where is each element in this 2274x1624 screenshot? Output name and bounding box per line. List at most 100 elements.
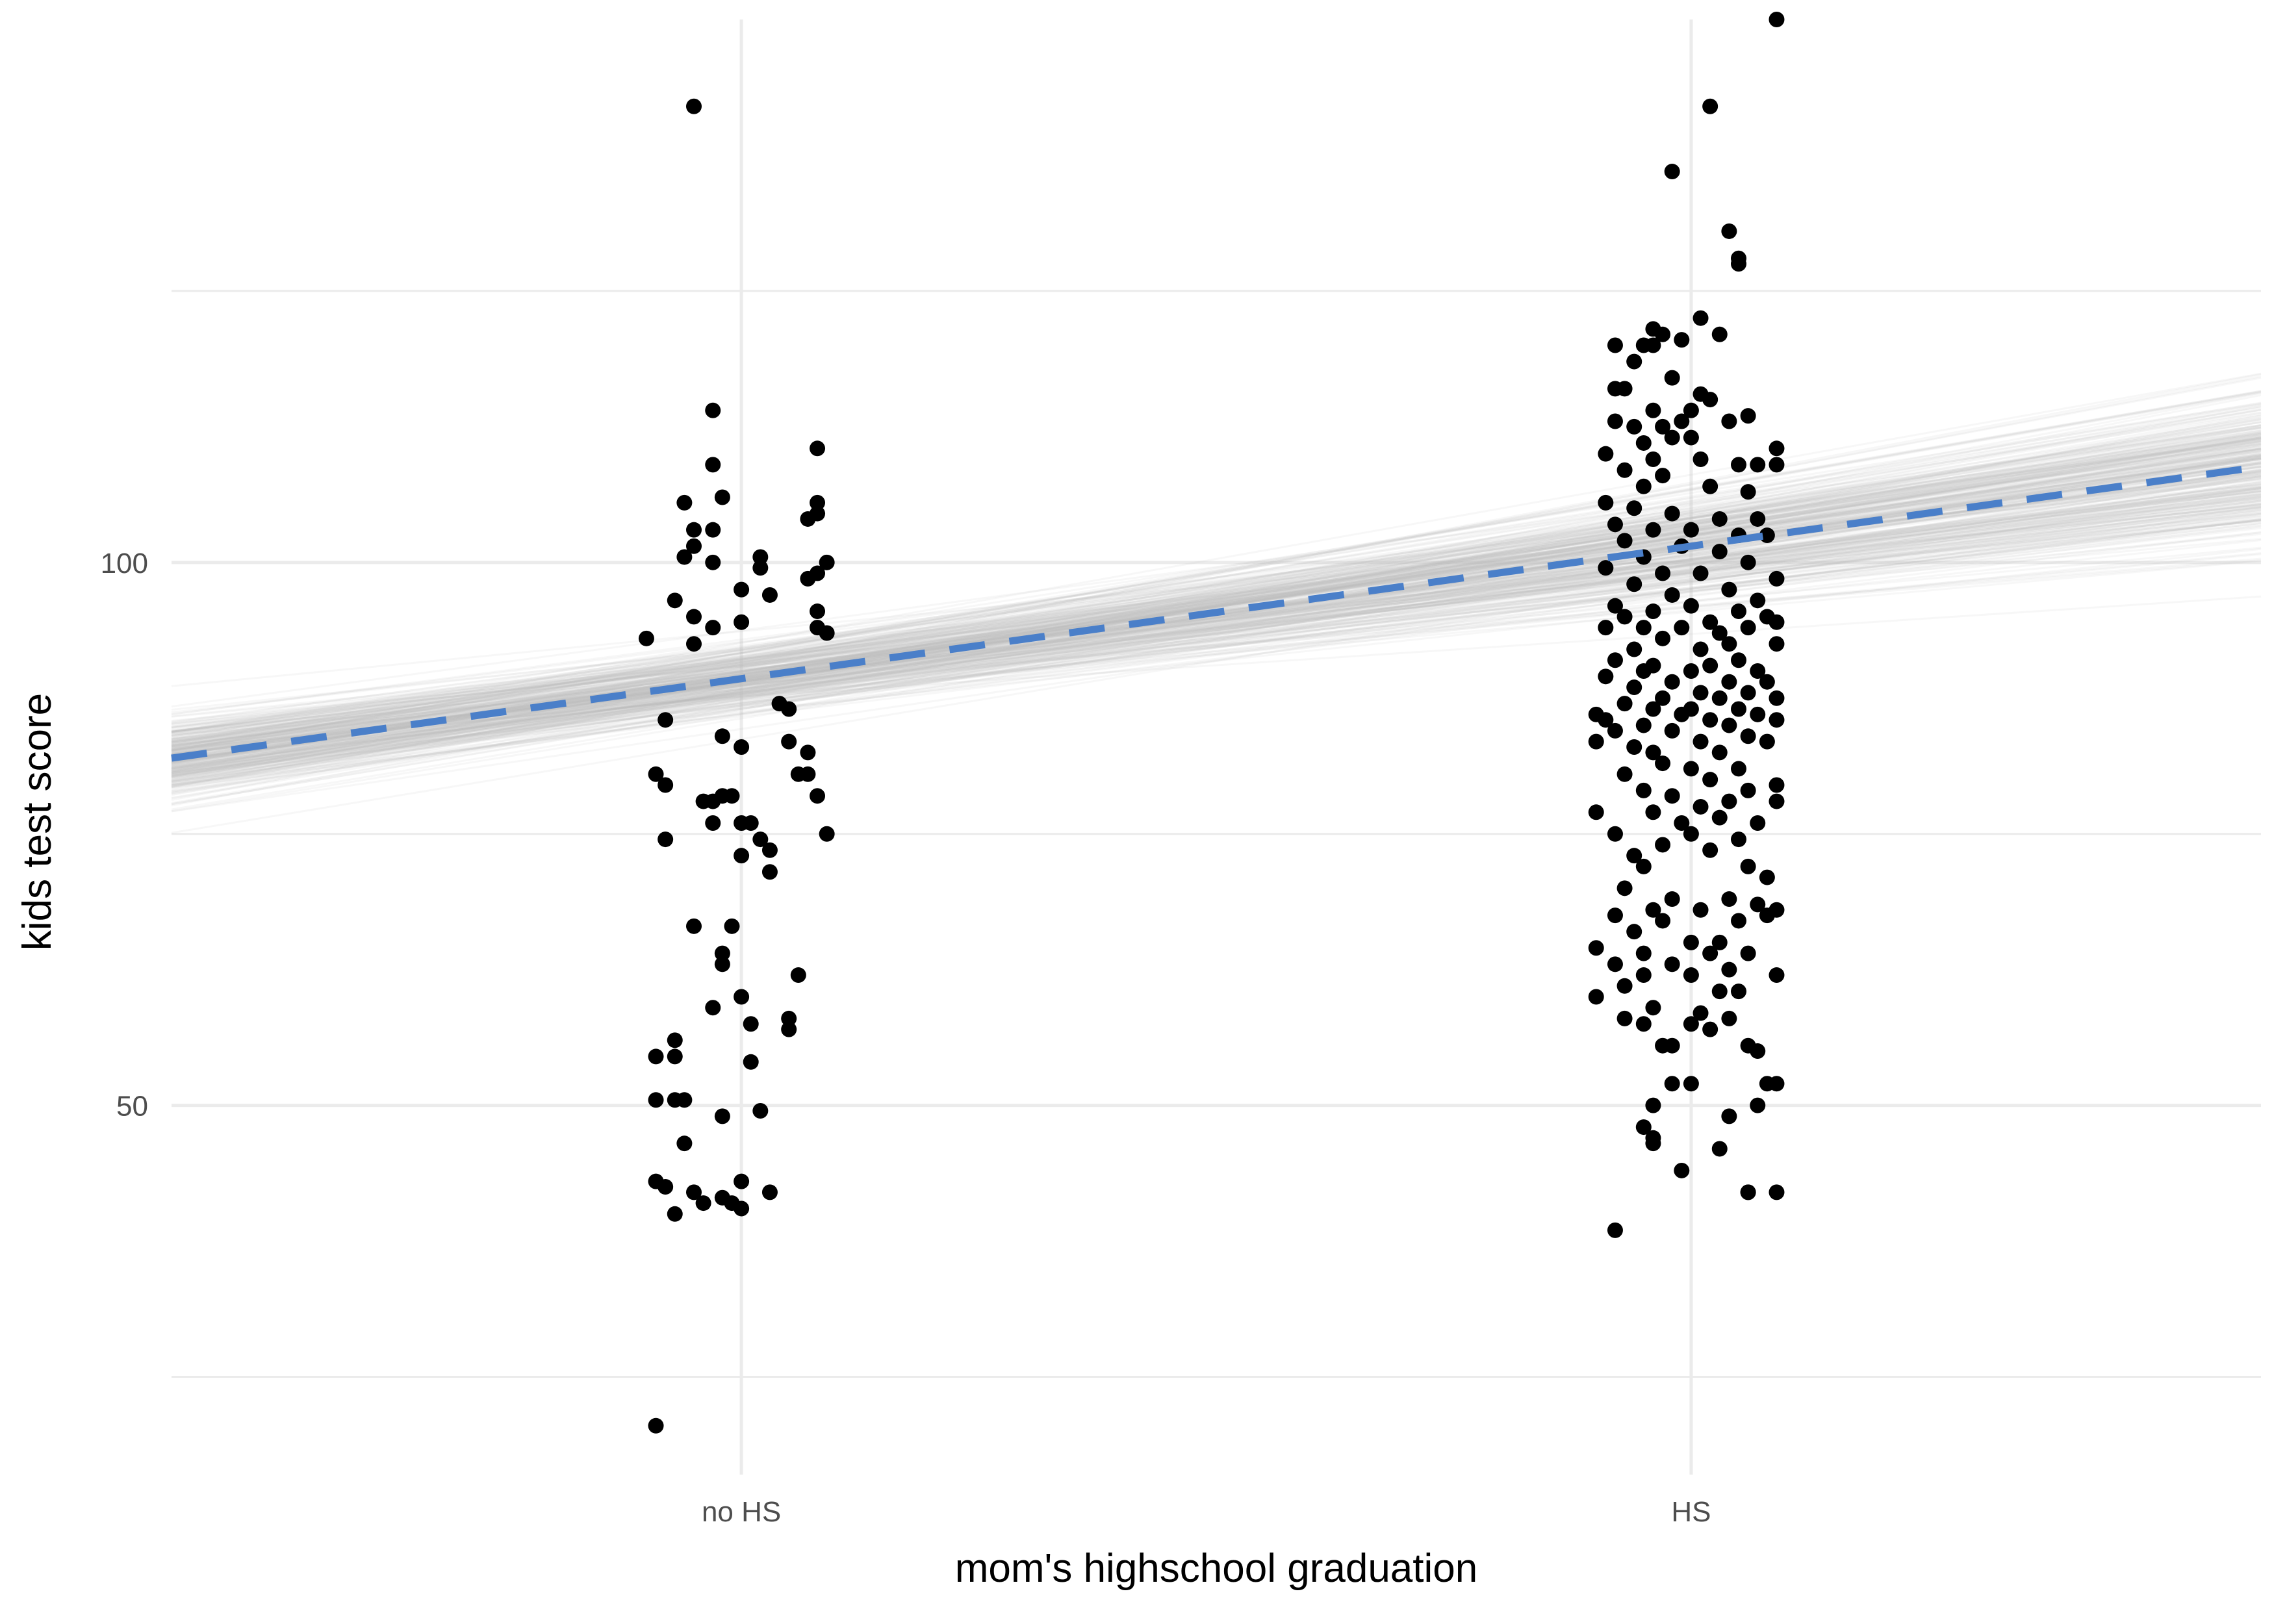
posterior-line (171, 390, 2262, 752)
data-point (1740, 620, 1756, 636)
data-point (810, 505, 826, 522)
posterior-line (171, 523, 2262, 771)
posterior-line (171, 438, 2262, 741)
data-point (1655, 418, 1671, 435)
data-point (1759, 733, 1775, 750)
posterior-line (171, 448, 2262, 768)
data-point (1664, 587, 1680, 603)
posterior-line (171, 452, 2262, 758)
data-point (1683, 826, 1699, 842)
data-point (705, 620, 721, 636)
posterior-line (171, 559, 2262, 733)
posterior-line (171, 460, 2262, 811)
data-point (1750, 1097, 1766, 1113)
posterior-line (171, 503, 2262, 746)
posterior-line (171, 377, 2262, 770)
posterior-line (171, 492, 2262, 742)
data-point (1607, 598, 1623, 614)
posterior-line (171, 475, 2262, 781)
posterior-line (171, 442, 2262, 744)
data-point (1598, 446, 1614, 462)
data-point (1683, 1076, 1699, 1092)
data-point (1702, 1021, 1718, 1037)
posterior-line (171, 485, 2262, 756)
data-point (1769, 777, 1785, 793)
data-point (810, 788, 826, 804)
data-point (1607, 722, 1623, 739)
data-point (1598, 712, 1614, 728)
posterior-line (171, 458, 2262, 736)
posterior-line (171, 538, 2262, 731)
posterior-line (171, 485, 2262, 756)
posterior-line (171, 455, 2262, 785)
data-point (1683, 522, 1699, 538)
data-point (1588, 989, 1604, 1005)
data-point (752, 549, 769, 565)
data-point (752, 1103, 769, 1119)
posterior-line (171, 439, 2262, 777)
data-point (1769, 457, 1785, 473)
data-point (800, 744, 816, 761)
data-point (1616, 609, 1633, 625)
posterior-line (171, 437, 2262, 761)
data-point (1711, 1141, 1728, 1157)
data-point (658, 1179, 674, 1195)
data-point (1731, 603, 1746, 620)
data-point (1645, 1000, 1661, 1016)
data-point (705, 815, 721, 831)
data-point (1693, 565, 1709, 581)
posterior-line (171, 557, 2262, 732)
posterior-line (171, 531, 2262, 787)
posterior-line (171, 481, 2262, 787)
y-axis-title: kids test score (15, 693, 60, 950)
data-point (1702, 712, 1718, 728)
data-point (667, 592, 683, 609)
data-point (1721, 793, 1737, 809)
posterior-line (171, 507, 2262, 780)
data-point (1740, 685, 1756, 701)
data-point (1616, 462, 1633, 478)
posterior-line (171, 480, 2262, 774)
data-point (1693, 733, 1709, 750)
data-point (810, 440, 826, 457)
posterior-line (171, 443, 2262, 760)
posterior-line (171, 505, 2262, 755)
data-point (648, 766, 664, 782)
posterior-line (171, 505, 2262, 742)
data-point (781, 701, 797, 717)
data-point (743, 815, 759, 831)
posterior-line (171, 469, 2262, 780)
posterior-line (171, 514, 2262, 755)
data-point (1655, 913, 1671, 929)
data-point (1645, 522, 1661, 538)
data-point (1721, 891, 1737, 907)
data-point (705, 402, 721, 418)
data-point (1731, 457, 1746, 473)
data-point (1655, 565, 1671, 581)
posterior-line (171, 486, 2262, 754)
data-point (686, 538, 702, 554)
data-point (686, 609, 702, 625)
data-point (1731, 983, 1746, 1000)
data-point (1635, 1119, 1652, 1136)
posterior-line (171, 520, 2262, 737)
posterior-line (171, 455, 2262, 778)
data-point (1683, 598, 1699, 614)
data-point (1711, 511, 1728, 527)
data-point (1607, 516, 1623, 533)
data-point (1635, 478, 1652, 494)
data-point (1711, 744, 1728, 761)
data-point (714, 489, 730, 505)
posterior-line (171, 457, 2262, 748)
data-point (1635, 1016, 1652, 1032)
posterior-line (171, 440, 2262, 773)
data-point (1645, 1097, 1661, 1113)
data-point (714, 945, 730, 961)
posterior-line (171, 461, 2262, 751)
posterior-line (171, 526, 2262, 756)
data-point (781, 1010, 797, 1026)
data-point (1750, 706, 1766, 722)
y-tick-label: 50 (116, 1091, 148, 1123)
data-point (1769, 570, 1785, 587)
